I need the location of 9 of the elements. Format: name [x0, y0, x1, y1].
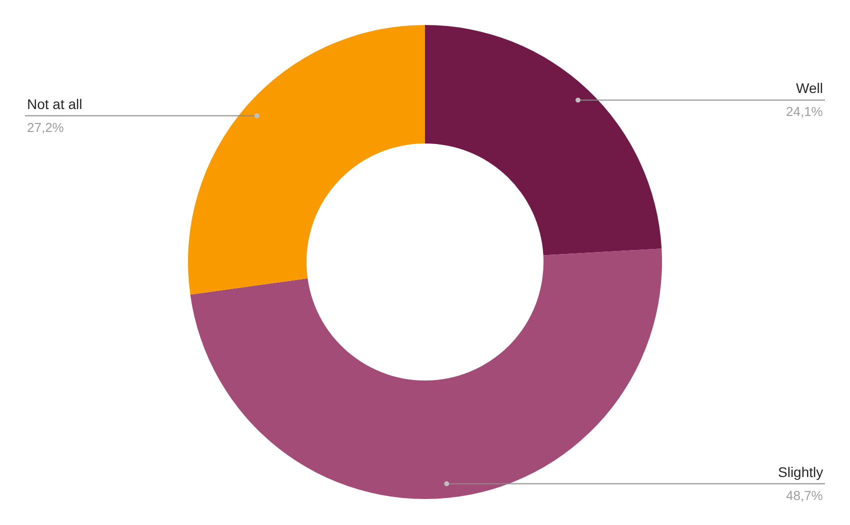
data-label: 24,1%	[786, 104, 824, 119]
donut-slice	[425, 25, 662, 256]
slice-label: Well	[796, 80, 823, 96]
data-label: 27,2%	[27, 120, 64, 135]
slice-label: Slightly	[778, 464, 824, 480]
donut-slice	[188, 25, 425, 295]
donut-slice	[190, 248, 662, 499]
data-label: 48,7%	[786, 488, 824, 503]
slice-label: Not at all	[27, 96, 82, 112]
